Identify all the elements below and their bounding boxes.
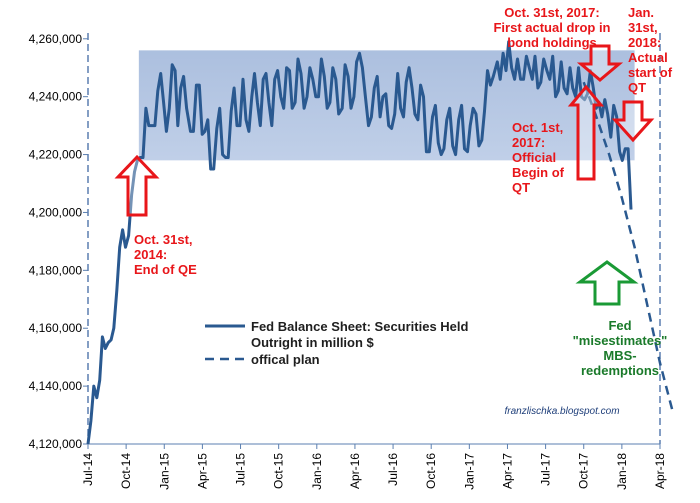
x-tick-label: Oct-14 <box>119 453 133 489</box>
x-tick-label: Jan-18 <box>615 453 629 490</box>
y-tick-label: 4,120,000 <box>29 437 83 451</box>
x-tick-label: Oct-16 <box>424 453 438 489</box>
y-tick-label: 4,160,000 <box>29 321 83 335</box>
arrow-end-qe <box>114 154 160 217</box>
x-tick-label: Jul-14 <box>81 453 95 486</box>
y-tick-label: 4,220,000 <box>29 148 83 162</box>
arrow-first-drop <box>576 44 624 82</box>
arrow-actual-start <box>611 100 655 143</box>
x-tick-label: Jul-17 <box>539 453 553 486</box>
x-tick-label: Oct-15 <box>272 453 286 489</box>
y-tick-label: 4,140,000 <box>29 379 83 393</box>
y-tick-label: 4,180,000 <box>29 263 83 277</box>
x-tick-label: Jul-16 <box>386 453 400 486</box>
source-credit: franzlischka.blogspot.com <box>504 406 619 417</box>
x-tick-label: Jan-15 <box>157 453 171 490</box>
x-tick-label: Jan-16 <box>310 453 324 490</box>
annotation-misestimates: Fed "misestimates" MBS-redemptions <box>573 318 668 378</box>
y-tick-label: 4,240,000 <box>29 90 83 104</box>
x-tick-label: Apr-17 <box>500 453 514 489</box>
arrow-official-begin <box>567 84 605 181</box>
annotation-actual-start: Jan. 31st, 2018: Actual start of QT <box>628 5 673 95</box>
arrow-misestimates <box>575 260 639 306</box>
annotation-end-qe: Oct. 31st, 2014: End of QE <box>134 232 197 277</box>
legend-label-official-plan: offical plan <box>251 352 320 367</box>
x-tick-label: Apr-15 <box>195 453 209 489</box>
legend-label-securities: Fed Balance Sheet: Securities Held <box>251 319 469 334</box>
x-tick-label: Apr-18 <box>653 453 667 489</box>
x-tick-label: Apr-16 <box>348 453 362 489</box>
y-tick-label: 4,260,000 <box>29 32 83 46</box>
legend-label-securities-line2: Outright in million $ <box>251 335 375 350</box>
x-tick-label: Oct-17 <box>577 453 591 489</box>
annotation-official-begin: Oct. 1st, 2017: Official Begin of QT <box>512 120 565 195</box>
x-tick-label: Jul-15 <box>234 453 248 486</box>
annotation-first-drop: Oct. 31st, 2017: First actual drop in bond… <box>493 5 610 50</box>
x-tick-label: Jan-17 <box>462 453 476 490</box>
y-tick-label: 4,200,000 <box>29 205 83 219</box>
series-line-securities <box>86 40 633 445</box>
